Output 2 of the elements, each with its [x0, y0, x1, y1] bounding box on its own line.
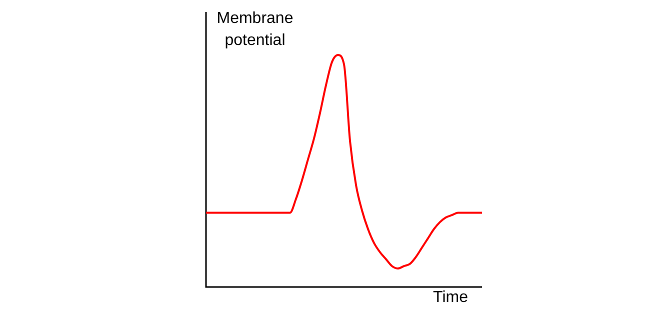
x-axis-title: Time: [433, 289, 468, 307]
y-axis-title: Membrane potential: [216, 9, 294, 51]
